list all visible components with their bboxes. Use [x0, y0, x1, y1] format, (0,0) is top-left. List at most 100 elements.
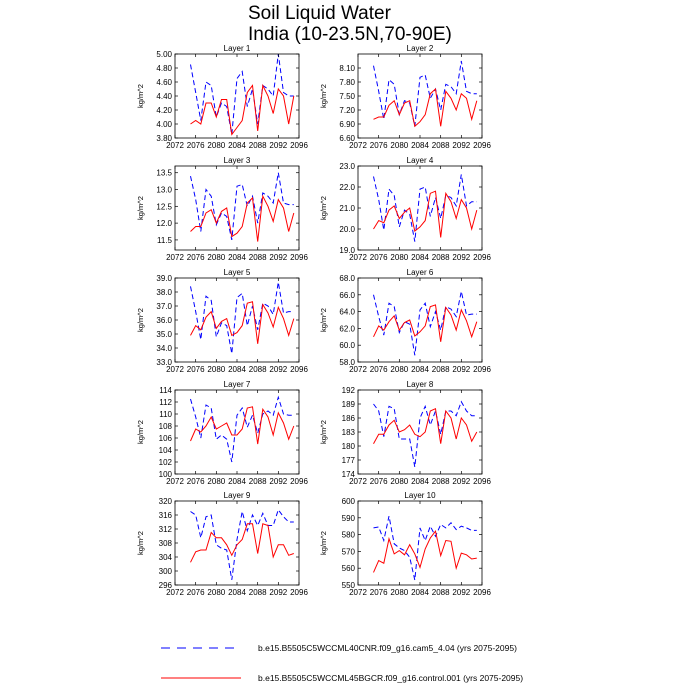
- x-tick-label: 2088: [249, 588, 267, 597]
- y-tick-label: 180: [342, 442, 356, 451]
- x-tick-label: 2072: [349, 365, 367, 374]
- x-tick-label: 2080: [390, 365, 408, 374]
- x-tick-label: 2084: [411, 477, 429, 486]
- y-axis-label: kg/m^2: [319, 420, 328, 444]
- plot-frame: [174, 165, 300, 251]
- series-line-blue-dashed: [373, 174, 477, 242]
- panel-title: Layer 6: [407, 268, 434, 277]
- y-tick-label: 174: [342, 470, 356, 479]
- x-tick-label: 2096: [473, 253, 491, 262]
- series-line-blue-dashed: [190, 53, 294, 135]
- y-tick-label: 177: [342, 456, 356, 465]
- panel-layer-2: Layer 2 2072 2076 2080 2084 2088 2092 2096 6.60 6…: [319, 44, 491, 150]
- series-line-blue-dashed: [190, 172, 294, 241]
- panel-layer-3: Layer 3 2072 2076 2080 2084 2088 2092 2096 11.5 1…: [136, 156, 308, 262]
- y-tick-label: 186: [342, 414, 356, 423]
- y-tick-label: 106: [159, 434, 173, 443]
- y-tick-label: 183: [342, 428, 356, 437]
- x-tick-label: 2080: [390, 253, 408, 262]
- y-tick-label: 8.10: [339, 64, 355, 73]
- y-tick-label: 590: [342, 514, 356, 523]
- y-axis-label: kg/m^2: [136, 420, 145, 444]
- x-tick-label: 2084: [228, 253, 246, 262]
- y-tick-label: 308: [159, 539, 173, 548]
- y-tick-label: 4.00: [156, 120, 172, 129]
- y-tick-label: 68.0: [339, 274, 355, 283]
- y-tick-label: 114: [159, 386, 172, 395]
- x-tick-label: 2076: [187, 477, 205, 486]
- series-line-blue-dashed: [190, 508, 294, 580]
- panel-layer-6: Layer 6 2072 2076 2080 2084 2088 2092 2096 58.0 6…: [319, 268, 491, 374]
- x-tick-label: 2088: [432, 141, 450, 150]
- panel-layer-4: Layer 4 2072 2076 2080 2084 2088 2092 2096 19.0 2…: [319, 156, 491, 262]
- x-tick-label: 2072: [349, 588, 367, 597]
- y-tick-label: 20.0: [339, 225, 355, 234]
- y-tick-label: 320: [159, 497, 173, 506]
- y-tick-label: 316: [159, 511, 173, 520]
- series-line-red-solid: [373, 87, 478, 128]
- y-tick-label: 580: [342, 531, 356, 540]
- x-tick-label: 2088: [432, 477, 450, 486]
- y-tick-label: 12.0: [156, 219, 172, 228]
- y-tick-label: 4.40: [156, 92, 172, 101]
- x-tick-label: 2080: [390, 588, 408, 597]
- series-line-red-solid: [190, 194, 295, 242]
- x-tick-label: 2092: [269, 141, 287, 150]
- x-tick-label: 2076: [187, 253, 205, 262]
- x-tick-label: 2080: [390, 141, 408, 150]
- y-tick-label: 35.0: [156, 330, 172, 339]
- plot-frame: [174, 277, 300, 363]
- panel-layer-5: Layer 5 2072 2076 2080 2084 2088 2092 2096 33.0 3…: [136, 268, 308, 374]
- x-tick-label: 2096: [290, 365, 308, 374]
- y-tick-label: 37.0: [156, 302, 172, 311]
- y-tick-label: 102: [159, 458, 173, 467]
- x-tick-label: 2084: [228, 588, 246, 597]
- x-tick-label: 2072: [349, 253, 367, 262]
- y-tick-label: 21.0: [339, 204, 355, 213]
- y-axis-label: kg/m^2: [319, 308, 328, 332]
- y-tick-label: 100: [159, 470, 173, 479]
- y-tick-label: 6.60: [339, 134, 355, 143]
- x-tick-label: 2084: [228, 477, 246, 486]
- y-tick-label: 4.80: [156, 64, 172, 73]
- y-tick-label: 4.60: [156, 78, 172, 87]
- y-tick-label: 189: [342, 400, 356, 409]
- x-tick-label: 2080: [207, 477, 225, 486]
- y-tick-label: 560: [342, 564, 356, 573]
- x-tick-label: 2092: [452, 477, 470, 486]
- x-tick-label: 2092: [269, 365, 287, 374]
- panel-title: Layer 10: [404, 491, 436, 500]
- x-tick-label: 2088: [432, 253, 450, 262]
- x-tick-label: 2092: [452, 253, 470, 262]
- y-tick-label: 108: [159, 422, 173, 431]
- x-tick-label: 2080: [207, 588, 225, 597]
- series-line-red-solid: [373, 407, 478, 444]
- y-tick-label: 5.00: [156, 50, 172, 59]
- panel-layer-9: Layer 9 2072 2076 2080 2084 2088 2092 2096 296 30…: [136, 491, 308, 597]
- panel-title: Layer 2: [407, 44, 434, 53]
- y-tick-label: 296: [159, 581, 173, 590]
- x-tick-label: 2072: [166, 477, 184, 486]
- x-tick-label: 2092: [269, 477, 287, 486]
- legend-label-red: b.e15.B5505C5WCCML45BGCR.f09_g16.control…: [258, 673, 523, 683]
- y-tick-label: 38.0: [156, 288, 172, 297]
- y-axis-label: kg/m^2: [319, 196, 328, 220]
- series-line-red-solid: [190, 406, 295, 445]
- y-tick-label: 13.0: [156, 186, 172, 195]
- x-tick-label: 2076: [370, 141, 388, 150]
- x-tick-label: 2076: [187, 588, 205, 597]
- x-tick-label: 2084: [411, 141, 429, 150]
- figure-title-line2: India (10-23.5N,70-90E): [248, 24, 452, 45]
- x-tick-label: 2084: [228, 141, 246, 150]
- y-tick-label: 7.20: [339, 106, 355, 115]
- x-tick-label: 2080: [390, 477, 408, 486]
- x-tick-label: 2096: [290, 253, 308, 262]
- panel-title: Layer 7: [224, 380, 251, 389]
- y-axis-label: kg/m^2: [136, 531, 145, 555]
- figure-title-line1: Soil Liquid Water: [248, 3, 392, 24]
- y-axis-label: kg/m^2: [136, 84, 145, 108]
- panel-title: Layer 8: [407, 380, 434, 389]
- y-tick-label: 39.0: [156, 274, 172, 283]
- y-axis-label: kg/m^2: [319, 531, 328, 555]
- legend-label-blue: b.e15.B5505C5WCCML40CNR.f09_g16.cam5_4.0…: [258, 643, 517, 653]
